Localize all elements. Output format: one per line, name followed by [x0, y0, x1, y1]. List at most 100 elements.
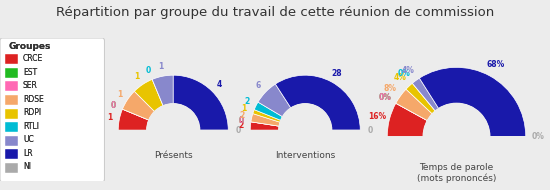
Text: Groupes: Groupes [8, 42, 51, 51]
Text: SER: SER [23, 81, 38, 90]
FancyBboxPatch shape [6, 163, 18, 173]
Text: 1: 1 [241, 104, 247, 113]
Wedge shape [420, 67, 526, 137]
Wedge shape [173, 75, 228, 130]
Text: 0%: 0% [532, 132, 544, 141]
Text: UC: UC [23, 135, 34, 144]
FancyBboxPatch shape [6, 122, 18, 132]
Text: LR: LR [23, 149, 32, 158]
FancyBboxPatch shape [6, 82, 18, 91]
Text: CRCE: CRCE [23, 54, 43, 63]
Text: SER: SER [23, 81, 38, 90]
Wedge shape [254, 102, 283, 120]
FancyBboxPatch shape [6, 95, 18, 105]
FancyBboxPatch shape [6, 108, 18, 119]
Text: 0: 0 [239, 116, 244, 125]
Wedge shape [412, 78, 439, 111]
Wedge shape [251, 122, 279, 126]
Wedge shape [251, 114, 280, 126]
Text: 68%: 68% [487, 60, 505, 70]
Text: RDSE: RDSE [23, 95, 44, 104]
FancyBboxPatch shape [6, 136, 18, 146]
Text: RTLI: RTLI [23, 122, 39, 131]
Text: 16%: 16% [368, 112, 387, 121]
FancyBboxPatch shape [6, 54, 18, 64]
Wedge shape [387, 137, 526, 190]
Text: Répartition par groupe du travail de cette réunion de commission: Répartition par groupe du travail de cet… [56, 6, 494, 19]
Wedge shape [118, 130, 228, 185]
Text: RDPI: RDPI [23, 108, 41, 117]
Text: CRCE: CRCE [23, 54, 43, 63]
FancyBboxPatch shape [6, 54, 18, 64]
Text: 2: 2 [239, 111, 245, 120]
Text: EST: EST [23, 68, 37, 77]
Text: 4: 4 [217, 80, 222, 89]
FancyBboxPatch shape [6, 122, 18, 132]
Text: 0: 0 [239, 116, 244, 125]
Wedge shape [251, 122, 279, 126]
Wedge shape [250, 130, 360, 185]
Text: 1: 1 [158, 62, 163, 71]
Wedge shape [123, 91, 155, 120]
Text: RDSE: RDSE [23, 95, 44, 104]
Wedge shape [396, 89, 432, 121]
Wedge shape [152, 75, 173, 106]
Wedge shape [152, 79, 163, 106]
Text: 1: 1 [135, 72, 140, 81]
Text: RDPI: RDPI [23, 108, 41, 117]
Text: 1: 1 [117, 90, 122, 99]
FancyBboxPatch shape [6, 108, 18, 119]
Circle shape [147, 104, 200, 157]
Wedge shape [276, 75, 360, 130]
Wedge shape [250, 122, 279, 130]
Text: Groupes: Groupes [8, 42, 51, 51]
Bar [377, 137, 536, 190]
Wedge shape [412, 83, 435, 111]
Text: 0%: 0% [378, 93, 391, 102]
Wedge shape [123, 109, 149, 120]
Text: RTLI: RTLI [23, 122, 39, 131]
Text: 0%: 0% [398, 69, 411, 78]
Text: 6: 6 [256, 81, 261, 90]
Text: 28: 28 [331, 69, 342, 78]
Wedge shape [396, 103, 427, 121]
Text: 0: 0 [111, 101, 116, 110]
Text: 0: 0 [235, 126, 241, 135]
FancyBboxPatch shape [6, 149, 18, 159]
FancyBboxPatch shape [6, 163, 18, 173]
Bar [242, 130, 368, 188]
Text: NI: NI [23, 162, 31, 171]
Text: Présents: Présents [154, 151, 192, 160]
Wedge shape [253, 110, 280, 122]
Text: Interventions: Interventions [275, 151, 336, 160]
Wedge shape [123, 109, 149, 120]
FancyBboxPatch shape [6, 68, 18, 78]
FancyBboxPatch shape [6, 68, 18, 78]
Wedge shape [118, 109, 149, 130]
Text: 8%: 8% [384, 84, 397, 93]
FancyBboxPatch shape [6, 136, 18, 146]
Wedge shape [387, 103, 427, 137]
Wedge shape [258, 84, 291, 117]
Text: 0%: 0% [378, 93, 391, 102]
Text: 2: 2 [244, 97, 250, 106]
FancyBboxPatch shape [6, 95, 18, 105]
FancyBboxPatch shape [6, 82, 18, 91]
Text: LR: LR [23, 149, 32, 158]
Circle shape [424, 103, 490, 170]
Text: 1: 1 [107, 113, 112, 122]
Text: 2: 2 [238, 121, 243, 130]
Text: 4%: 4% [394, 73, 407, 82]
Circle shape [279, 104, 332, 157]
Text: UC: UC [23, 135, 34, 144]
FancyBboxPatch shape [6, 149, 18, 159]
Text: EST: EST [23, 68, 37, 77]
Text: 0: 0 [146, 66, 151, 75]
FancyBboxPatch shape [0, 38, 104, 182]
Wedge shape [396, 103, 427, 121]
Text: 0: 0 [111, 101, 116, 110]
Text: Temps de parole
(mots prononcés): Temps de parole (mots prononcés) [417, 163, 496, 183]
Text: 0: 0 [367, 126, 373, 135]
Text: NI: NI [23, 162, 31, 171]
Text: 4%: 4% [402, 66, 415, 75]
